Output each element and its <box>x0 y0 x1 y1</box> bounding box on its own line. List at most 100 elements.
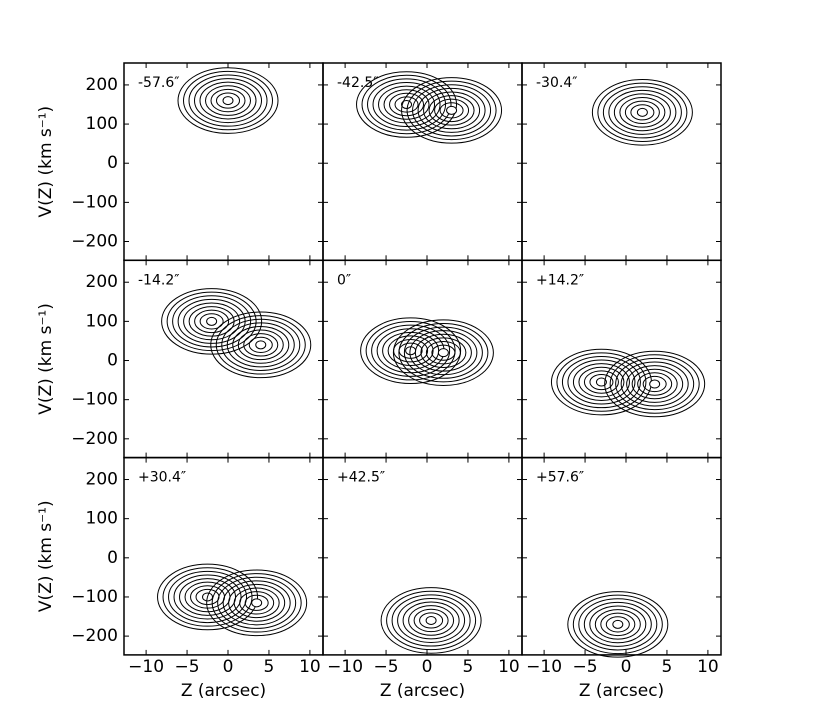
contour <box>210 311 312 379</box>
contour <box>210 88 246 113</box>
contour <box>188 74 268 127</box>
contour <box>394 96 419 113</box>
x-axis-label: Z (arcsec) <box>380 681 465 701</box>
panel-label: +30.4″ <box>138 470 186 486</box>
contour <box>361 74 452 135</box>
contour <box>233 587 280 619</box>
contour <box>392 319 494 386</box>
x-tick-label: −5 <box>573 657 598 677</box>
contour <box>166 291 257 352</box>
contour <box>205 85 252 116</box>
contour <box>605 616 630 633</box>
contour <box>409 330 478 376</box>
contour <box>243 333 279 357</box>
contour <box>578 366 625 398</box>
contour <box>221 318 301 371</box>
y-axis-label: V(Z) (km s⁻¹) <box>36 303 56 415</box>
x-tick-label: −5 <box>374 657 399 677</box>
contour <box>211 573 302 633</box>
contour <box>561 355 641 409</box>
contour-peak <box>649 379 661 389</box>
contour <box>157 563 259 631</box>
contour-peak <box>206 316 218 326</box>
contour <box>413 608 449 633</box>
panel-label: -30.4″ <box>536 75 577 91</box>
contour <box>594 609 641 640</box>
contour <box>414 333 472 372</box>
contour <box>408 605 455 636</box>
contour <box>177 298 246 344</box>
y-tick-label: 100 <box>86 114 118 134</box>
y-tick-label: −200 <box>71 232 118 252</box>
contour <box>365 321 456 381</box>
contour <box>423 91 481 130</box>
contour <box>428 95 475 126</box>
contour <box>380 587 482 654</box>
contour <box>608 89 677 135</box>
contour <box>391 594 471 647</box>
x-axis-label: Z (arcsec) <box>579 681 664 701</box>
contour-peak <box>255 340 267 350</box>
y-tick-label: 200 <box>86 75 118 95</box>
contour <box>624 100 660 125</box>
y-tick-label: −100 <box>71 587 118 607</box>
x-tick-label: 0 <box>223 657 234 677</box>
contour <box>419 612 444 629</box>
contour <box>222 580 291 626</box>
x-tick-label: 5 <box>264 657 275 677</box>
contour <box>216 92 241 109</box>
contour <box>194 78 263 124</box>
contour <box>567 359 636 405</box>
y-axis-label: V(Z) (km s⁻¹) <box>36 106 56 218</box>
contour <box>248 336 273 353</box>
y-tick-label: −200 <box>71 429 118 449</box>
y-tick-label: −100 <box>71 192 118 212</box>
contour <box>604 350 706 418</box>
panel-frame <box>521 62 722 262</box>
contour <box>194 309 230 334</box>
x-tick-label: −5 <box>175 657 200 677</box>
contour <box>372 81 441 127</box>
contour <box>412 84 492 137</box>
contour <box>402 601 460 640</box>
y-tick-label: 200 <box>86 470 118 490</box>
panel-label: -42.5″ <box>337 75 378 91</box>
contour-peak <box>437 348 449 358</box>
contour <box>620 361 689 407</box>
contour <box>420 337 467 368</box>
contour <box>431 344 456 361</box>
contour <box>406 80 497 141</box>
x-tick-label: 0 <box>422 657 433 677</box>
y-tick-label: 100 <box>86 509 118 529</box>
x-tick-label: −10 <box>526 657 562 677</box>
panel-label: +42.5″ <box>337 470 385 486</box>
contour <box>556 352 647 412</box>
x-tick-label: 10 <box>498 657 520 677</box>
contour <box>401 77 503 144</box>
contour <box>162 567 253 627</box>
contour <box>383 89 430 120</box>
contour <box>403 326 483 379</box>
panel-label: +57.6″ <box>536 470 584 486</box>
contour <box>591 79 693 146</box>
contour <box>398 322 489 383</box>
contour <box>578 598 658 651</box>
contour <box>572 594 663 655</box>
x-tick-label: 5 <box>662 657 673 677</box>
contour <box>583 370 619 394</box>
x-tick-label: 5 <box>463 657 474 677</box>
contour <box>387 335 434 367</box>
contour-peak <box>612 619 624 629</box>
contour <box>589 605 647 644</box>
contour <box>583 601 652 647</box>
contour <box>199 81 257 120</box>
contour-peak <box>425 615 437 625</box>
contour <box>367 78 447 131</box>
contour <box>228 583 286 622</box>
contour <box>356 71 458 138</box>
contour <box>183 70 274 131</box>
contour-peak <box>636 107 648 117</box>
contour-peak <box>251 598 263 608</box>
contour <box>386 590 477 651</box>
